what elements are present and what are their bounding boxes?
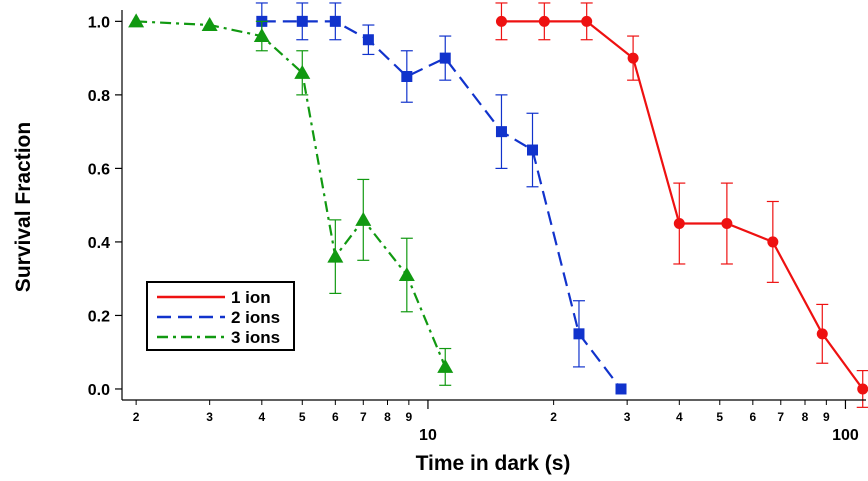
axes-layer: 0.00.20.40.60.81.02 3 4 5 6 7 8 9 2 3 4 5 6 7 8 910 100 xyxy=(88,10,866,444)
data-point xyxy=(201,17,218,32)
x-minor-tick-label: 2 xyxy=(133,410,140,424)
x-minor-tick-label: 3 xyxy=(624,410,631,424)
x-minor-tick-label: 7 xyxy=(360,410,367,424)
x-minor-tick-label: 4 xyxy=(676,410,683,424)
data-point xyxy=(495,126,507,138)
x-minor-tick-label: 8 xyxy=(802,410,809,424)
data-point xyxy=(573,328,585,340)
data-point xyxy=(538,15,550,27)
data-point xyxy=(296,15,308,27)
data-point xyxy=(673,218,685,230)
data-point xyxy=(329,15,341,27)
y-axis-title: Survival Fraction xyxy=(12,122,35,292)
y-tick-label: 0.2 xyxy=(88,308,110,325)
x-major-tick-label: 100 xyxy=(832,427,859,444)
data-point xyxy=(767,236,779,248)
x-minor-tick-label: 7 xyxy=(777,410,784,424)
data-point xyxy=(857,383,868,395)
data-point xyxy=(495,15,507,27)
y-tick-label: 0.4 xyxy=(88,235,110,252)
y-tick-label: 0.0 xyxy=(88,382,110,399)
series-1 xyxy=(495,2,868,408)
x-minor-tick-label: 8 xyxy=(384,410,391,424)
x-minor-tick-label: 9 xyxy=(823,410,830,424)
series-layer xyxy=(128,2,868,408)
x-minor-tick-label: 4 xyxy=(258,410,265,424)
data-point xyxy=(294,64,311,79)
data-point xyxy=(398,267,415,282)
series-line xyxy=(261,20,622,390)
series-2 xyxy=(255,2,627,395)
series-3 xyxy=(128,13,454,386)
data-point xyxy=(581,15,593,27)
x-minor-tick-label: 5 xyxy=(299,410,306,424)
x-minor-tick-label: 6 xyxy=(749,410,756,424)
data-point xyxy=(816,328,828,340)
x-minor-tick-label: 6 xyxy=(332,410,339,424)
data-point xyxy=(721,218,733,230)
legend-label: 3 ions xyxy=(231,328,280,347)
x-minor-tick-label: 9 xyxy=(406,410,413,424)
data-point xyxy=(437,358,454,373)
x-major-tick-label: 10 xyxy=(419,427,437,444)
x-minor-tick-label: 2 xyxy=(550,410,557,424)
x-axis-title: Time in dark (s) xyxy=(416,452,571,475)
y-tick-label: 1.0 xyxy=(88,14,110,31)
data-point xyxy=(253,28,270,43)
y-tick-label: 0.6 xyxy=(88,161,110,178)
data-point xyxy=(327,248,344,263)
data-point xyxy=(615,383,627,395)
data-point xyxy=(128,13,145,28)
x-minor-tick-label: 3 xyxy=(206,410,213,424)
legend-label: 2 ions xyxy=(231,308,280,327)
data-point xyxy=(401,70,413,82)
data-point xyxy=(355,211,372,226)
data-point xyxy=(439,52,451,64)
legend-label: 1 ion xyxy=(231,288,271,307)
x-minor-tick-label: 5 xyxy=(716,410,723,424)
y-tick-label: 0.8 xyxy=(88,88,110,105)
data-point xyxy=(362,34,374,46)
data-point xyxy=(527,144,539,156)
series-line xyxy=(501,20,864,390)
series-line xyxy=(136,20,447,368)
data-point xyxy=(627,52,639,64)
